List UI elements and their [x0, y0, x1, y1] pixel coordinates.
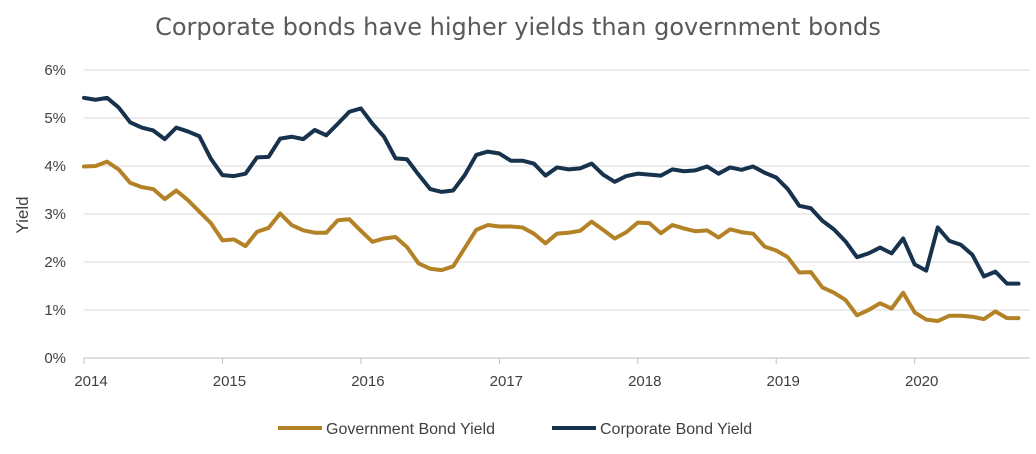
y-tick-label: 1%: [44, 302, 66, 319]
series-line-government-bond-yield: [82, 159, 1021, 324]
x-tick-label: 2014: [74, 373, 107, 390]
gridlines: [84, 69, 1030, 311]
y-tick-label: 6%: [44, 62, 66, 79]
x-tick-label: 2016: [351, 373, 384, 390]
legend: Government Bond Yield Corporate Bond Yiel…: [278, 421, 752, 438]
x-tick-label: 2020: [905, 373, 938, 390]
series-line-corporate-bond-yield: [82, 95, 1021, 286]
axes: 0% 1% 2% 3% 4% 5% 6% 2014 2015 2016 2017 2018 2019 20…: [44, 62, 1030, 390]
chart-title: Corporate bonds have higher yields than …: [155, 13, 881, 41]
x-tick-label: 2019: [767, 373, 800, 390]
legend-label: Corporate Bond Yield: [600, 421, 752, 438]
y-axis-title: Yield: [13, 196, 32, 233]
x-tick-label: 2018: [628, 373, 661, 390]
y-tick-label: 3%: [44, 206, 66, 223]
legend-label: Government Bond Yield: [326, 421, 495, 438]
y-tick-label: 4%: [44, 158, 66, 175]
x-tick-label: 2017: [490, 373, 523, 390]
series-lines: [82, 95, 1021, 324]
y-tick-label: 2%: [44, 254, 66, 271]
x-tick-label: 2015: [213, 373, 246, 390]
y-tick-label: 5%: [44, 110, 66, 127]
y-tick-label: 0%: [44, 350, 66, 367]
